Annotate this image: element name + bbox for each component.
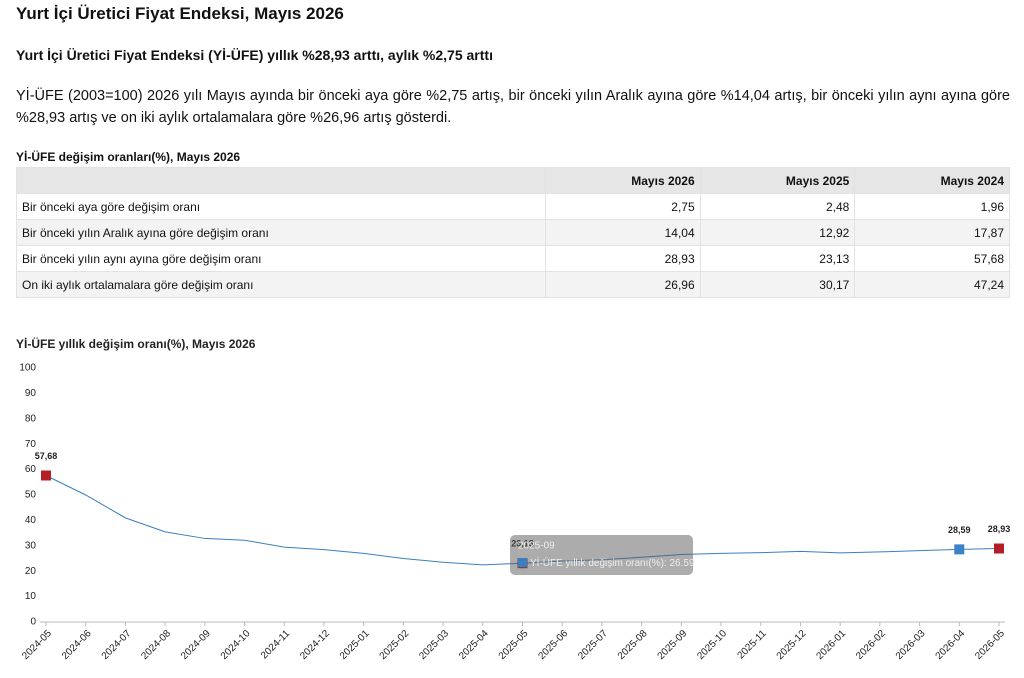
- y-tick-label: 40: [25, 515, 37, 526]
- header-cell: [16, 167, 546, 194]
- table-caption: Yİ-ÜFE değişim oranları(%), Mayıs 2026: [16, 150, 241, 164]
- y-tick-label: 30: [25, 540, 37, 551]
- header-cell: Mayıs 2025: [699, 167, 856, 194]
- table-cell: 17,87: [854, 219, 1010, 246]
- x-tick-label: 2024-10: [219, 628, 253, 662]
- header-cell: Mayıs 2024: [854, 167, 1010, 194]
- y-tick-label: 80: [25, 413, 37, 424]
- table-cell: 28,93: [545, 245, 701, 272]
- data-label: 57,68: [35, 451, 58, 461]
- x-tick-label: 2025-03: [417, 628, 451, 662]
- x-tick-label: 2026-03: [894, 628, 928, 662]
- table-cell: 30,17: [699, 271, 856, 298]
- y-tick-label: 90: [25, 388, 37, 399]
- data-label: 28,59: [948, 525, 971, 535]
- table-cell: Bir önceki aya göre değişim oranı: [16, 193, 546, 220]
- header-cell: Mayıs 2026: [545, 167, 701, 194]
- x-tick-label: 2025-07: [576, 628, 610, 662]
- table-cell: 23,13: [699, 245, 856, 272]
- table-cell: 47,24: [854, 271, 1010, 298]
- x-tick-label: 2025-08: [616, 628, 650, 662]
- tooltip-box: [510, 535, 693, 575]
- y-tick-label: 0: [30, 617, 36, 628]
- table-cell: Bir önceki yılın Aralık ayına göre değiş…: [16, 219, 546, 246]
- table-cell: 57,68: [854, 245, 1010, 272]
- x-tick-label: 2024-09: [179, 628, 213, 662]
- tooltip-part: Yİ-ÜFE yıllık değişim oranı(%): [530, 556, 664, 569]
- tooltip-part: :: [664, 558, 670, 569]
- tooltip-swatch: [518, 558, 527, 567]
- x-tick-label: 2025-06: [536, 628, 570, 662]
- table-cell: 2,75: [545, 193, 701, 220]
- x-tick-label: 2026-01: [814, 628, 848, 662]
- y-tick-label: 50: [25, 490, 37, 501]
- table: Mayıs 2026 Mayıs 2025 Mayıs 2024 Bir önc…: [16, 167, 1010, 298]
- header-row: Mayıs 2026 Mayıs 2025 Mayıs 2024: [16, 167, 1010, 194]
- table-cell: 1,96: [854, 193, 1010, 220]
- table-cell: 14,04: [545, 219, 701, 246]
- x-tick-label: 2025-02: [378, 628, 412, 662]
- x-tick-label: 2025-09: [656, 628, 690, 662]
- table-row: On iki aylık ortalamalara göre değişim o…: [16, 271, 1010, 298]
- y-tick-label: 60: [25, 464, 37, 475]
- y-tick-label: 70: [25, 439, 37, 450]
- x-tick-label: 2024-05: [20, 628, 54, 662]
- x-tick-label: 2025-05: [497, 628, 531, 662]
- x-tick-label: 2024-06: [60, 628, 94, 662]
- y-tick-label: 20: [25, 566, 37, 577]
- marker: [994, 543, 1004, 554]
- table-row: Bir önceki yılın Aralık ayına göre değiş…: [16, 219, 1010, 246]
- table-row: Bir önceki aya göre değişim oranı 2,75 2,4…: [16, 193, 1010, 220]
- x-tick-label: 2024-08: [139, 628, 173, 662]
- y-tick-label: 10: [25, 591, 37, 602]
- tooltip-part: 26.59: [669, 558, 694, 569]
- x-tick-label: 2024-07: [100, 628, 134, 662]
- x-tick-label: 2025-12: [775, 628, 809, 662]
- marker: [954, 544, 965, 555]
- table-body: Bir önceki aya göre değişim oranı 2,75 2,4…: [16, 193, 1010, 298]
- table-cell: 2,48: [699, 193, 856, 220]
- chart: Yİ-ÜFE yıllık değişim oranı(%), Mayıs 20…: [16, 336, 1011, 662]
- subtitle: Yurt İçi Üretici Fiyat Endeksi (Yİ-ÜFE) …: [16, 47, 493, 63]
- table-cell: On iki aylık ortalamalara göre değişim o…: [16, 271, 546, 298]
- tooltip-title: 2025-09: [518, 541, 555, 552]
- tooltip: 2025-09 Yİ-ÜFE yıllık değişim oranı(%): 2…: [510, 535, 695, 575]
- table-row: Bir önceki yılın aynı ayına göre değişim…: [16, 245, 1010, 272]
- x-tick-label: 2025-11: [736, 628, 770, 662]
- x-tick-label: 2026-05: [973, 628, 1007, 662]
- marker: [41, 470, 51, 481]
- y-tick-label: 100: [19, 363, 36, 374]
- x-tick-label: 2026-02: [854, 628, 888, 662]
- tooltip-text: Yİ-ÜFE yıllık değişim oranı(%): 26.59: [530, 556, 695, 569]
- chart-title: Yİ-ÜFE yıllık değişim oranı(%), Mayıs 20…: [16, 336, 256, 351]
- x-tick-label: 2024-11: [259, 628, 293, 662]
- x-tick-label: 2025-04: [457, 628, 491, 662]
- paragraph: Yİ-ÜFE (2003=100) 2026 yılı Mayıs ayında…: [16, 88, 1010, 126]
- x-tick-label: 2026-04: [934, 628, 968, 662]
- page-title: Yurt İçi Üretici Fiyat Endeksi, Mayıs 20…: [16, 4, 344, 23]
- table-cell: 26,96: [545, 271, 701, 298]
- x-tick-label: 2024-12: [298, 628, 332, 662]
- x-tick-label: 2025-01: [338, 628, 372, 662]
- data-label: 28,93: [988, 524, 1011, 534]
- x-tick-label: 2025-10: [695, 628, 729, 662]
- table-cell: Bir önceki yılın aynı ayına göre değişim…: [16, 245, 546, 272]
- table-cell: 12,92: [699, 219, 856, 246]
